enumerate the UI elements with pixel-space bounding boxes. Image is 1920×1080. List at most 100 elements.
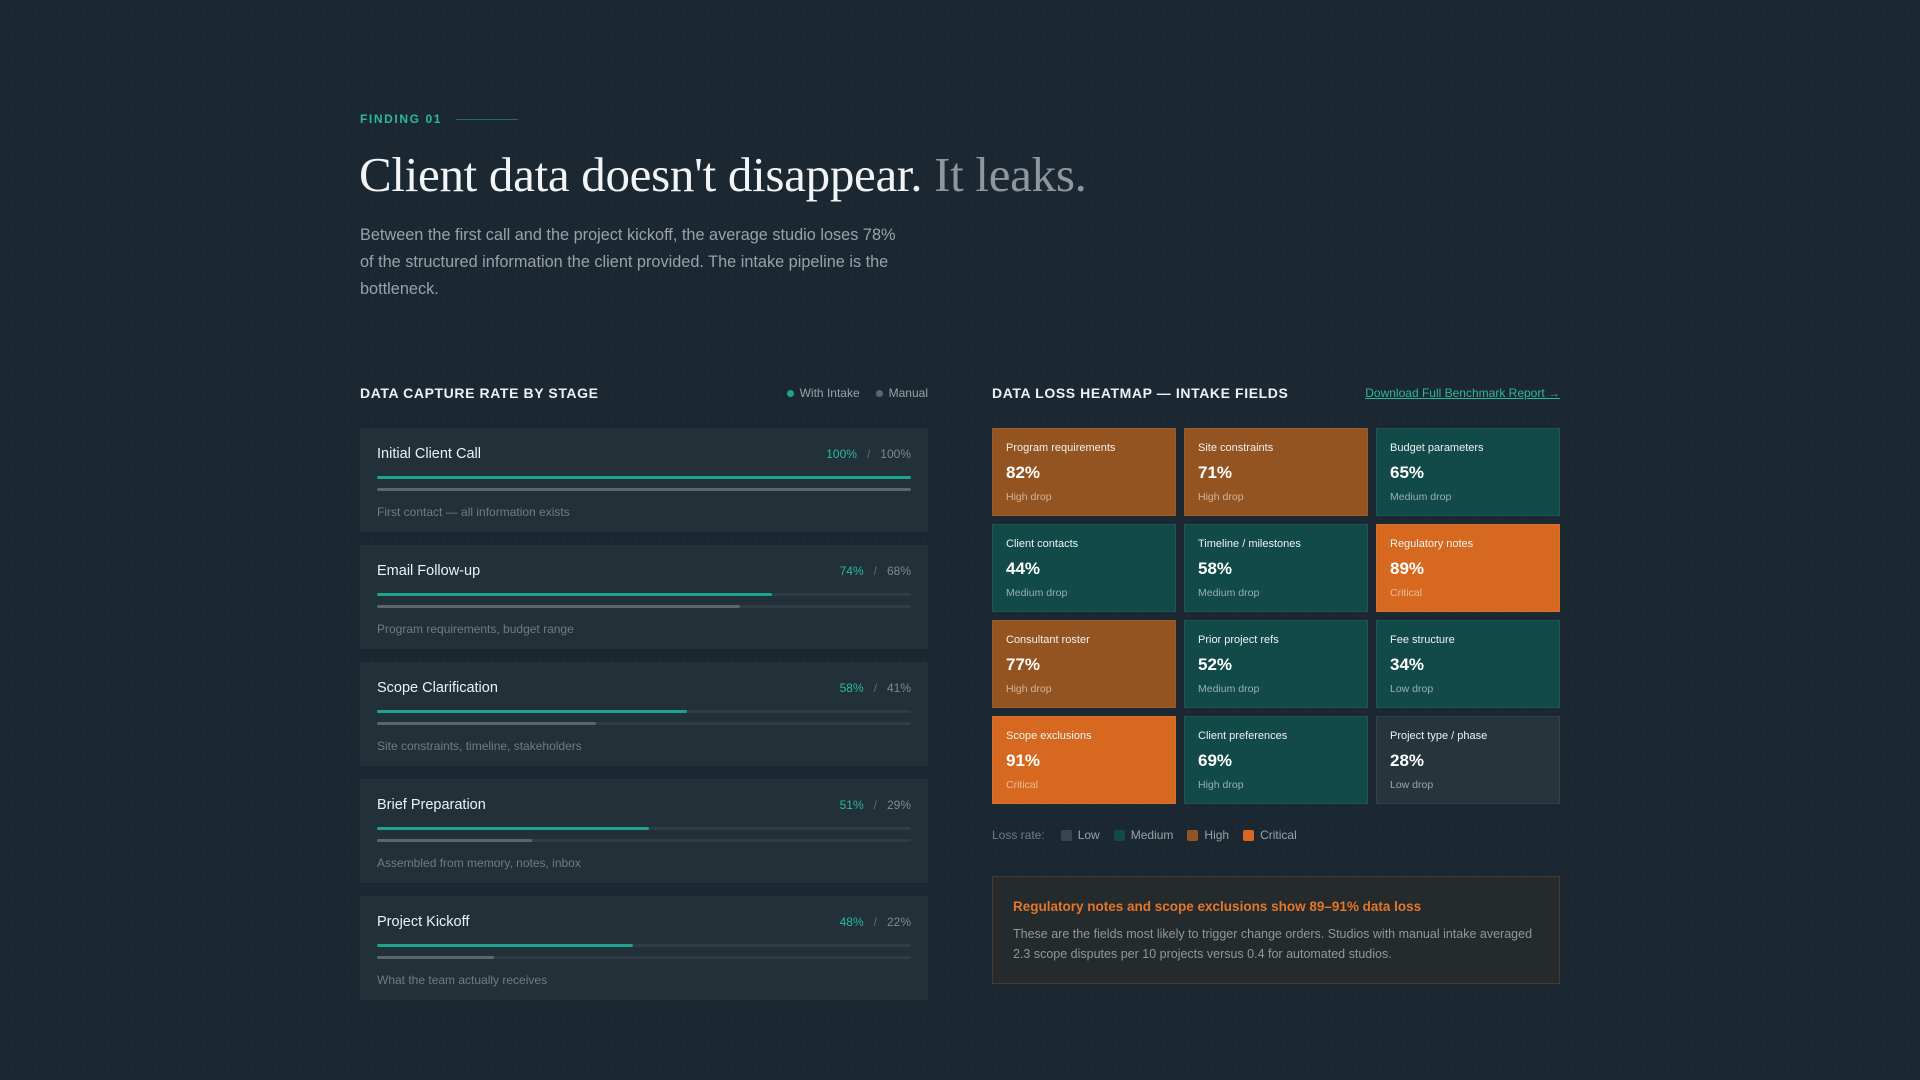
intake-rate: 100%	[826, 447, 857, 461]
legend-intake-label: With Intake	[799, 386, 860, 400]
stage-description: Assembled from memory, notes, inbox	[377, 856, 581, 870]
cell-label: Prior project refs	[1198, 634, 1279, 646]
download-report-link[interactable]: Download Full Benchmark Report →	[1365, 386, 1560, 400]
heatmap-cell: Regulatory notes 89% Critical	[1376, 524, 1560, 612]
stage-name: Initial Client Call	[377, 446, 481, 462]
manual-dot-icon	[875, 389, 883, 397]
stage-card: Project Kickoff 48% / 22% What the team …	[360, 896, 928, 1000]
cell-value: 82%	[1006, 463, 1041, 482]
manual-bar	[377, 956, 495, 959]
cell-rating: Low drop	[1390, 683, 1434, 695]
cell-rating: High drop	[1006, 491, 1052, 503]
heatmap-cell: Budget parameters 65% Medium drop	[1376, 428, 1560, 516]
cell-rating: Critical	[1390, 587, 1423, 599]
manual-rate: 100%	[880, 447, 911, 461]
intake-bar	[377, 827, 650, 830]
intro-paragraph: Between the first call and the project k…	[360, 226, 896, 298]
manual-bar-track	[377, 839, 911, 842]
stage-card: Brief Preparation 51% / 29% Assembled fr…	[360, 779, 928, 883]
cell-rating: Low drop	[1390, 779, 1434, 791]
cell-label: Scope exclusions	[1006, 730, 1092, 742]
eyebrow-divider	[456, 118, 519, 120]
stage-card: Initial Client Call 100% / 100% First co…	[360, 428, 928, 532]
manual-rate: 41%	[886, 681, 911, 695]
intake-bar	[377, 944, 634, 947]
stage-description: Program requirements, budget range	[377, 622, 574, 636]
cell-rating: Medium drop	[1198, 683, 1260, 695]
cell-value: 58%	[1198, 559, 1233, 578]
stage-description: First contact — all information exists	[377, 505, 570, 519]
cell-value: 69%	[1198, 751, 1233, 770]
cell-label: Project type / phase	[1390, 730, 1488, 742]
cell-value: 65%	[1390, 463, 1425, 482]
stage-name: Brief Preparation	[377, 797, 486, 813]
cell-value: 89%	[1390, 559, 1425, 578]
intake-bar-track	[377, 944, 911, 947]
intake-bar-track	[377, 827, 911, 830]
low-swatch-icon	[1060, 829, 1072, 841]
capture-legend: With Intake Manual	[786, 386, 928, 400]
stage-card: Email Follow-up 74% / 68% Program requir…	[360, 545, 928, 649]
legend-high-label: High	[1204, 828, 1230, 842]
stage-values: 100% / 100%	[826, 447, 911, 461]
legend-manual-label: Manual	[888, 386, 928, 400]
intake-bar	[377, 593, 773, 596]
heatmap-cell: Program requirements 82% High drop	[992, 428, 1176, 516]
manual-rate: 68%	[886, 564, 911, 578]
intake-bar	[377, 476, 911, 479]
cell-label: Timeline / milestones	[1198, 538, 1301, 550]
intake-rate: 51%	[839, 798, 864, 812]
stage-values: 58% / 41%	[840, 681, 911, 695]
heatmap-cell: Timeline / milestones 58% Medium drop	[1184, 524, 1368, 612]
manual-bar-track	[377, 722, 911, 725]
cell-label: Client preferences	[1198, 730, 1288, 742]
cell-rating: High drop	[1198, 779, 1244, 791]
cell-rating: Critical	[1006, 779, 1039, 791]
loss-rate-legend: Loss rate: Low Medium High Critical	[992, 828, 1297, 842]
intake-rate: 58%	[839, 681, 864, 695]
cell-value: 77%	[1006, 655, 1041, 674]
manual-bar	[377, 839, 532, 842]
intake-rate: 48%	[839, 915, 864, 929]
manual-rate: 22%	[886, 915, 911, 929]
finding-eyebrow: FINDING 01	[360, 112, 519, 126]
stage-description: What the team actually receives	[377, 973, 548, 987]
manual-bar-track	[377, 488, 911, 491]
insight-callout: Regulatory notes and scope exclusions sh…	[992, 876, 1560, 984]
cell-label: Fee structure	[1390, 634, 1455, 646]
intake-dot-icon	[786, 389, 794, 397]
heatmap-cell: Scope exclusions 91% Critical	[992, 716, 1176, 804]
medium-swatch-icon	[1113, 829, 1125, 841]
critical-swatch-icon	[1243, 829, 1255, 841]
cell-value: 44%	[1006, 559, 1041, 578]
rate-separator: /	[873, 681, 877, 695]
heatmap-cell: Fee structure 34% Low drop	[1376, 620, 1560, 708]
legend-medium: Medium	[1113, 828, 1174, 842]
manual-bar	[377, 722, 596, 725]
cell-label: Consultant roster	[1006, 634, 1090, 646]
heatmap-cell: Client contacts 44% Medium drop	[992, 524, 1176, 612]
manual-bar-track	[377, 956, 911, 959]
cell-label: Site constraints	[1198, 442, 1274, 454]
finding-label: FINDING 01	[360, 112, 443, 126]
legend-critical: Critical	[1243, 828, 1297, 842]
manual-bar	[377, 605, 741, 608]
high-swatch-icon	[1187, 829, 1199, 841]
legend-manual: Manual	[875, 386, 928, 400]
intake-bar	[377, 710, 687, 713]
stage-values: 74% / 68%	[840, 564, 911, 578]
rate-separator: /	[873, 564, 877, 578]
legend-high: High	[1187, 828, 1229, 842]
cell-label: Client contacts	[1006, 538, 1079, 550]
cell-label: Regulatory notes	[1390, 538, 1474, 550]
rate-separator: /	[866, 447, 871, 461]
heatmap-grid: Program requirements 82% High drop Site …	[992, 428, 1560, 804]
intake-bar-track	[377, 476, 911, 479]
cell-label: Budget parameters	[1390, 442, 1484, 454]
cell-value: 91%	[1006, 751, 1041, 770]
intake-rate: 74%	[839, 564, 864, 578]
stage-list: Initial Client Call 100% / 100% First co…	[360, 428, 928, 1013]
legend-medium-label: Medium	[1130, 828, 1174, 842]
intake-bar-track	[377, 710, 911, 713]
